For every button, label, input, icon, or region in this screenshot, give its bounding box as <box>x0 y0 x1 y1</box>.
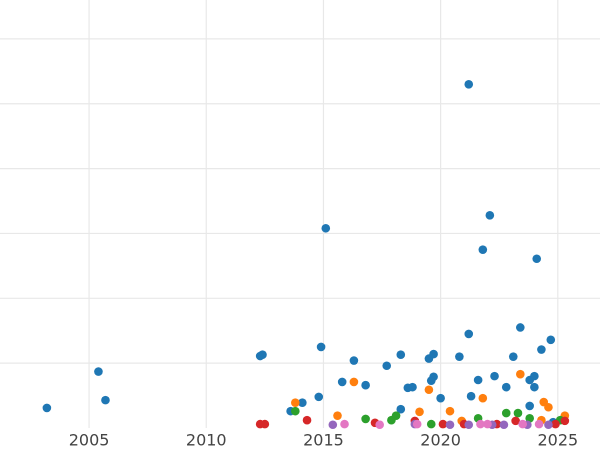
point <box>478 245 488 254</box>
point <box>361 380 370 390</box>
point <box>391 411 401 420</box>
x-tick-label: 2010 <box>186 431 227 450</box>
point <box>436 393 445 403</box>
point <box>291 406 300 416</box>
point <box>511 416 520 426</box>
point <box>321 223 331 233</box>
point <box>464 329 474 339</box>
point <box>516 323 525 332</box>
point <box>260 419 270 429</box>
point <box>415 407 424 417</box>
point <box>42 403 52 413</box>
point <box>466 391 476 401</box>
x-tick-label: 2015 <box>303 431 344 450</box>
point <box>314 392 324 402</box>
point <box>426 419 436 429</box>
point <box>340 419 349 429</box>
point <box>476 419 485 429</box>
point <box>396 404 406 414</box>
point <box>551 419 560 429</box>
x-tick-label: 2005 <box>69 431 110 450</box>
point <box>483 419 492 429</box>
point <box>464 420 474 430</box>
point <box>101 395 110 405</box>
point <box>94 367 103 376</box>
point <box>302 415 312 425</box>
point <box>445 406 455 416</box>
point <box>501 382 511 392</box>
point <box>473 375 483 385</box>
point <box>396 350 406 360</box>
point <box>530 371 539 381</box>
point <box>333 411 342 420</box>
point <box>375 420 384 430</box>
point <box>546 335 556 345</box>
point <box>525 401 534 411</box>
point <box>532 254 542 264</box>
point <box>429 349 438 359</box>
point <box>518 419 527 429</box>
point <box>426 376 436 385</box>
x-tick-label: 2020 <box>420 431 461 450</box>
point <box>499 420 509 430</box>
point <box>478 393 488 403</box>
point <box>508 352 518 361</box>
point <box>560 416 570 426</box>
point <box>537 345 546 354</box>
point <box>438 419 448 429</box>
point <box>424 385 434 395</box>
point <box>544 402 553 412</box>
point <box>445 420 455 430</box>
point <box>464 80 474 89</box>
point <box>455 352 464 361</box>
point <box>361 414 370 424</box>
point <box>298 398 307 408</box>
point <box>349 356 359 365</box>
point <box>516 369 525 379</box>
point <box>485 210 495 220</box>
point <box>291 398 300 408</box>
point <box>530 382 539 392</box>
point <box>258 350 267 360</box>
point <box>382 361 392 371</box>
point <box>337 377 347 387</box>
point <box>349 377 359 387</box>
point <box>490 371 499 381</box>
point <box>412 419 422 429</box>
point <box>408 382 417 392</box>
point <box>513 408 523 418</box>
point <box>316 342 326 352</box>
point <box>534 419 544 429</box>
point <box>544 420 553 430</box>
point <box>501 408 511 418</box>
x-tick-label: 2025 <box>537 431 578 450</box>
point <box>328 420 338 430</box>
point <box>525 413 534 423</box>
